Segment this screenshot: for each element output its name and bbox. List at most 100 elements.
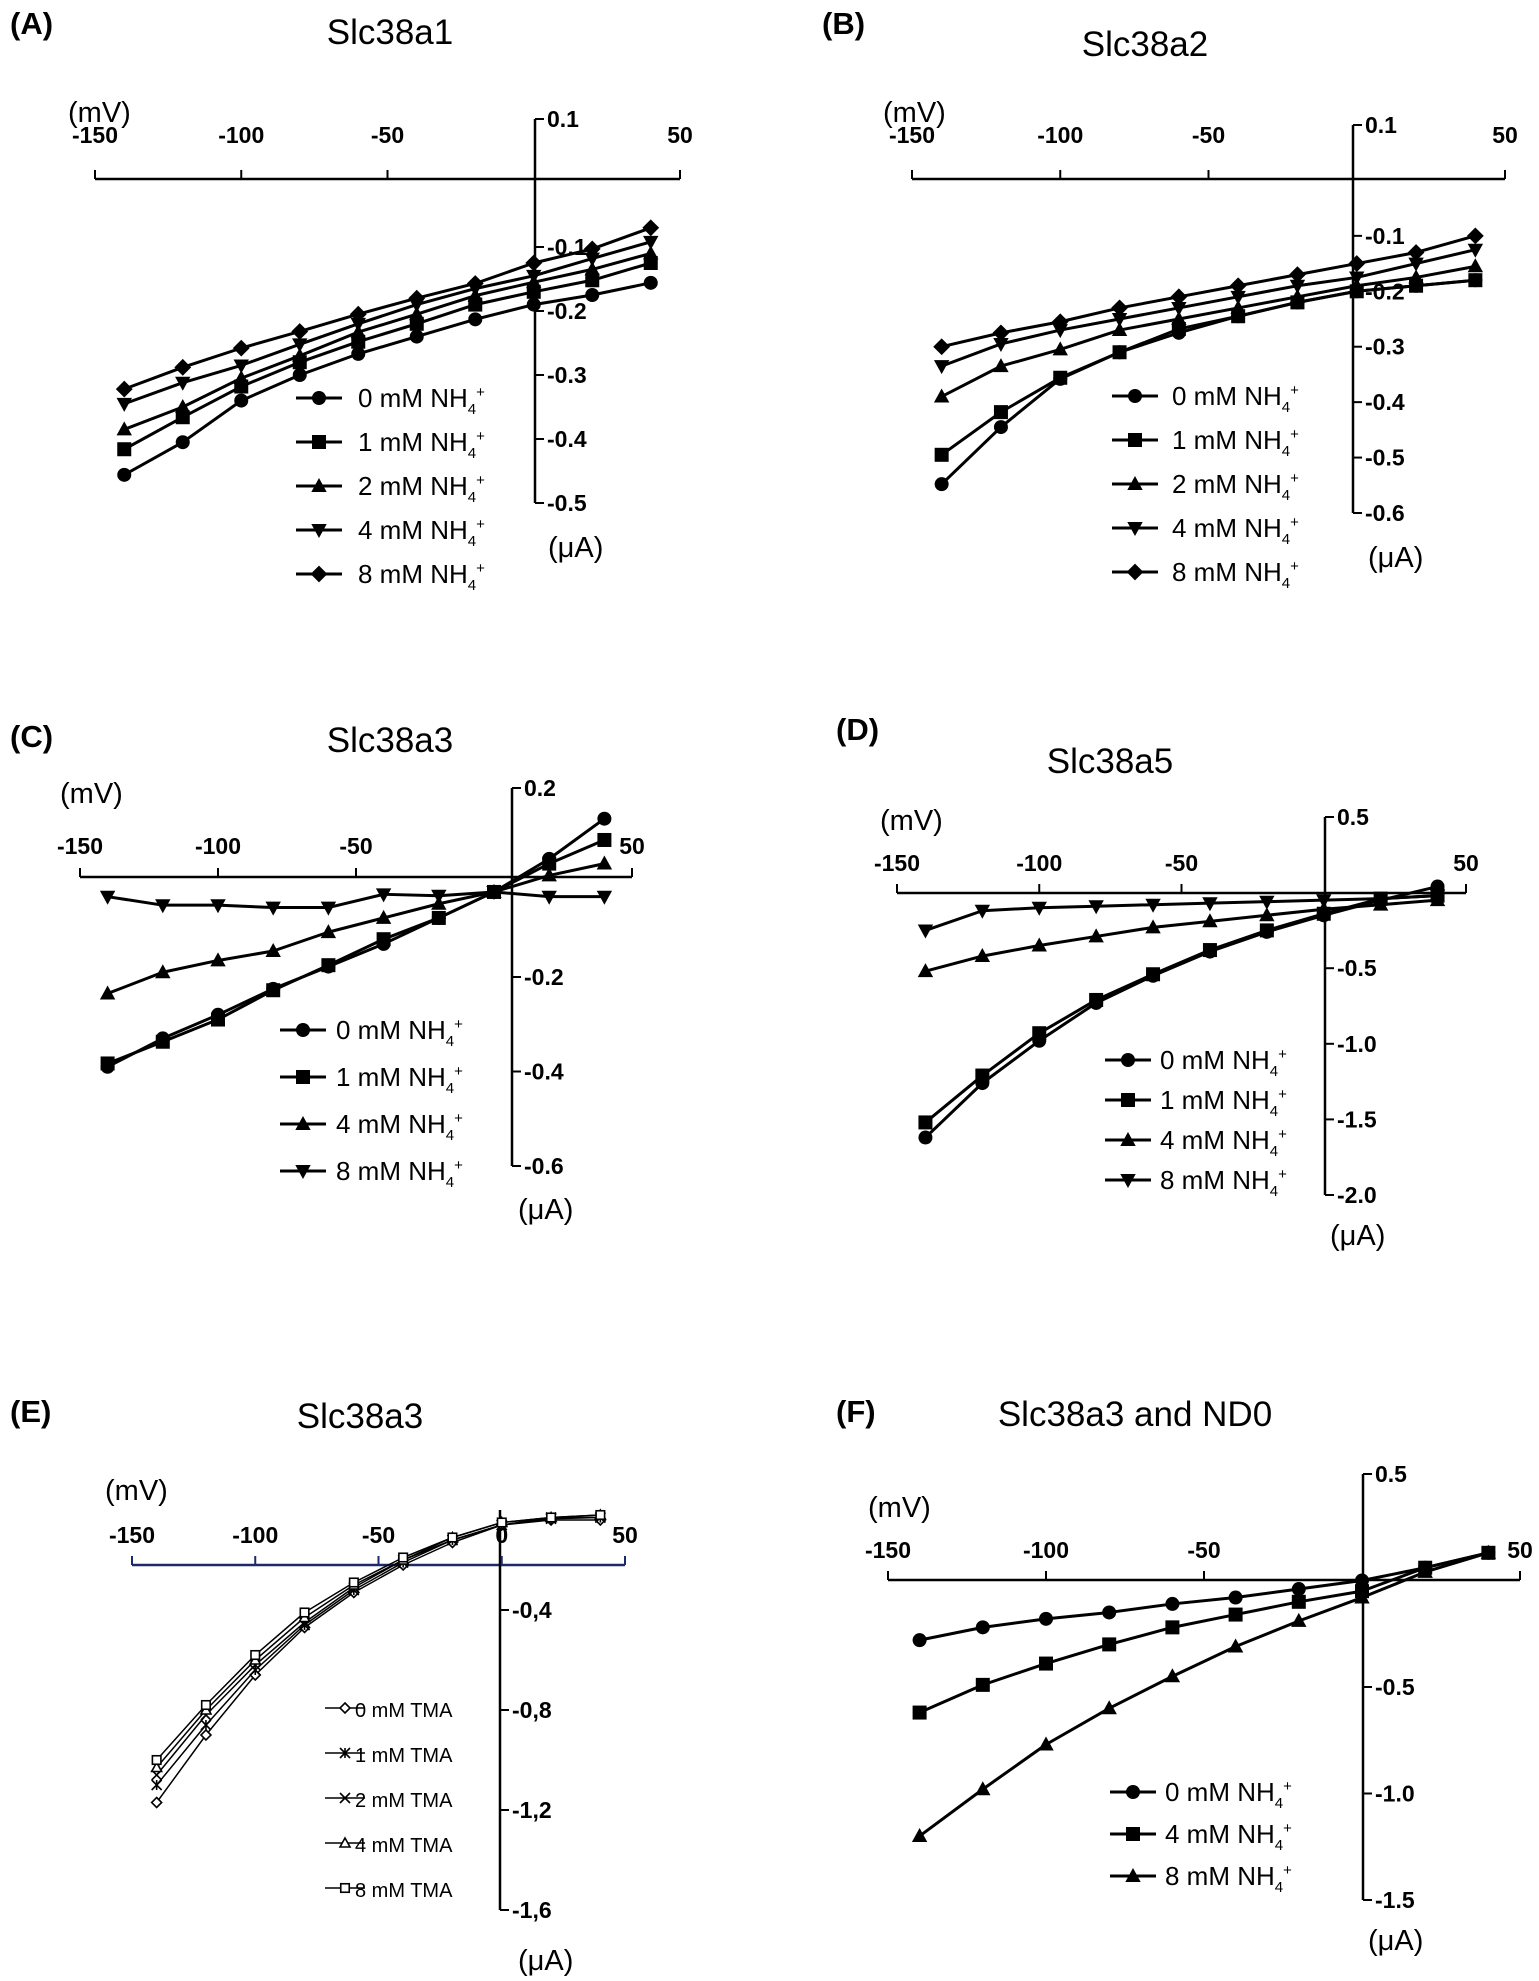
chart-panel-e: (E) Slc38a3-150 -100 -50 0 50-0,4-0,8-1,2-1,6… [10, 1394, 638, 1977]
legend-label: 4 mM NH4+ [336, 1109, 463, 1144]
data-point [115, 380, 133, 398]
y-tick-label: -1.0 [1375, 1781, 1415, 1807]
data-point [1031, 901, 1047, 916]
data-point [292, 338, 308, 353]
legend-subscript: 4 [1275, 1837, 1283, 1854]
data-point [1051, 313, 1069, 331]
legend-marker [338, 1701, 352, 1715]
legend-superscript: + [476, 560, 485, 577]
x-tick-label: -50 [1192, 122, 1225, 148]
data-point [643, 235, 659, 250]
data-point [526, 297, 541, 312]
x-tick-label: 50 [1507, 1537, 1533, 1563]
legend-marker [1127, 522, 1143, 537]
data-point [175, 398, 191, 413]
x-tick-label: -50 [1187, 1537, 1220, 1563]
x-tick-label: -150 [865, 1537, 911, 1563]
legend-subscript: 4 [1282, 443, 1290, 460]
y-axis-unit-label: (μA) [518, 1945, 573, 1977]
legend-subscript: 4 [1270, 1063, 1278, 1080]
data-point [175, 410, 190, 425]
legend-superscript: + [1290, 514, 1299, 531]
data-point [117, 442, 132, 457]
legend-label: 2 mM NH4+ [1172, 469, 1299, 504]
legend-superscript: + [1278, 1126, 1287, 1143]
data-series-3 [917, 889, 1446, 939]
legend-label: 1 mM NH4+ [1160, 1085, 1287, 1120]
data-series-4 [933, 227, 1484, 356]
data-point [975, 1068, 990, 1083]
data-point [409, 316, 424, 331]
data-point [1291, 1612, 1307, 1627]
data-point [933, 360, 950, 375]
y-tick-label: -0.3 [1365, 334, 1405, 360]
data-point [1031, 937, 1047, 952]
data-point [117, 467, 132, 482]
data-point [466, 275, 484, 292]
data-point [974, 948, 991, 963]
series-line [924, 894, 1438, 932]
data-point [1171, 321, 1186, 336]
data-point [175, 376, 191, 391]
y-tick-label: -1,2 [512, 1797, 552, 1823]
legend-marker [339, 1747, 351, 1759]
data-point [232, 339, 250, 357]
legend-label: 0 mM TMA [355, 1700, 453, 1722]
x-tick-label: -50 [371, 122, 404, 148]
data-point [468, 312, 483, 327]
data-point [975, 1781, 991, 1796]
legend-item: 4 mM NH4+ [1105, 1125, 1287, 1160]
legend-label-text: 0 mM NH [1160, 1045, 1270, 1075]
data-point [1349, 271, 1365, 286]
legend-marker [295, 1115, 311, 1130]
x-tick-label: -150 [874, 850, 920, 876]
y-tick-label: -0.5 [547, 490, 587, 516]
y-axis-unit-label: (μA) [518, 1194, 573, 1226]
data-series-3 [99, 886, 613, 916]
chart-title: Slc38a2 [1082, 25, 1208, 64]
data-point [250, 1649, 261, 1661]
data-point [1111, 313, 1128, 328]
legend-item: 0 mM NH4+ [1110, 1777, 1292, 1812]
data-point [265, 942, 281, 957]
y-tick-label: -0.3 [547, 362, 587, 388]
legend-label-text: 8 mM TMA [355, 1880, 453, 1902]
data-point [1111, 322, 1128, 337]
data-point [1089, 992, 1104, 1007]
data-point [200, 1699, 211, 1711]
legend-label-text: 8 mM NH [1165, 1861, 1275, 1891]
legend-superscript: + [476, 516, 485, 533]
legend-label: 0 mM NH4+ [1172, 381, 1299, 416]
legend-marker [310, 565, 328, 583]
legend-label-text: 8 mM NH [1160, 1165, 1270, 1195]
legend-item: 1 mM NH4+ [1105, 1085, 1287, 1120]
legend-label: 8 mM TMA [355, 1880, 453, 1902]
x-tick-label: -100 [232, 1522, 278, 1548]
x-axis-unit-label: (mV) [880, 805, 943, 837]
data-point [1467, 243, 1484, 258]
data-point [1102, 1637, 1117, 1652]
x-tick-label: -100 [218, 122, 264, 148]
data-point [1289, 288, 1306, 303]
data-point [918, 1130, 933, 1145]
data-point [233, 370, 249, 385]
data-point [151, 1779, 163, 1791]
data-point [1468, 273, 1483, 288]
legend-label: 8 mM NH4+ [336, 1156, 463, 1191]
data-point [1170, 288, 1188, 306]
data-point [596, 890, 613, 905]
data-series-1 [100, 832, 612, 1071]
legend-label: 1 mM TMA [355, 1745, 453, 1767]
data-point [351, 334, 366, 349]
data-point [934, 447, 949, 462]
y-tick-label: -0.5 [1365, 445, 1405, 471]
data-series-0 [912, 1545, 1496, 1648]
data-point [643, 245, 659, 260]
data-point [911, 1828, 928, 1843]
legend-label-text: 1 mM TMA [355, 1745, 453, 1767]
data-point [1289, 279, 1306, 294]
series-line [156, 1514, 601, 1768]
data-series-1 [934, 273, 1483, 462]
data-series-2 [116, 245, 659, 436]
legend-subscript: 4 [1270, 1183, 1278, 1200]
